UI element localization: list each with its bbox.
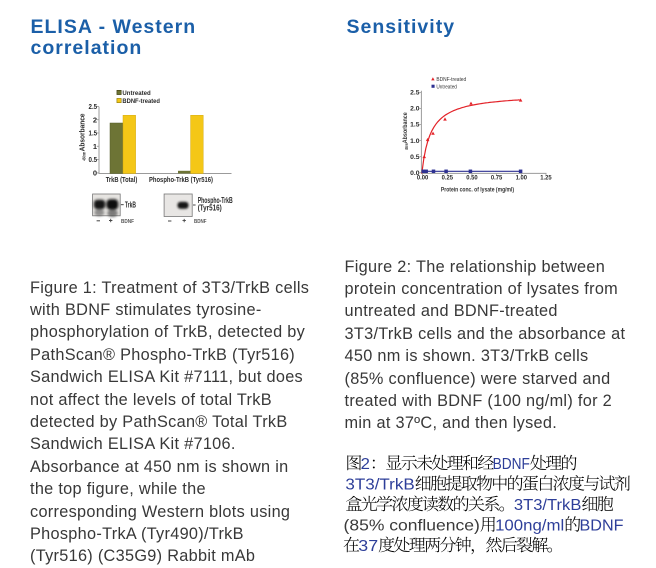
svg-text:BDNF-treated: BDNF-treated — [436, 77, 466, 83]
svg-text:Absorbance: Absorbance — [78, 113, 86, 151]
svg-text:0: 0 — [93, 169, 97, 178]
svg-text:1.00: 1.00 — [516, 174, 528, 181]
svg-text:BDNF: BDNF — [493, 456, 530, 473]
svg-text:Untreated: Untreated — [436, 84, 457, 90]
svg-text:450nm: 450nm — [82, 152, 87, 161]
svg-text:0.75: 0.75 — [491, 174, 503, 181]
svg-text:Phospho-TrkB: Phospho-TrkB — [198, 196, 233, 205]
svg-text:Absorbance: Absorbance — [402, 112, 409, 143]
svg-text:0.5: 0.5 — [89, 155, 98, 164]
svg-text:3T3/TrkB: 3T3/TrkB — [514, 497, 582, 514]
svg-text:450nm: 450nm — [404, 143, 409, 150]
svg-text:BDNF: BDNF — [580, 518, 624, 535]
svg-text:2.5: 2.5 — [89, 102, 98, 111]
svg-text:2.5: 2.5 — [410, 90, 420, 97]
svg-text:(85% confluence): (85% confluence) — [344, 518, 480, 535]
svg-text:BDNF-treated: BDNF-treated — [122, 98, 160, 105]
svg-text:TrkB (Total): TrkB (Total) — [106, 177, 138, 184]
svg-text:Untreated: Untreated — [122, 90, 150, 97]
svg-text:0.5: 0.5 — [410, 154, 420, 161]
svg-text:(Tyr516): (Tyr516) — [198, 203, 222, 212]
svg-text:0.0: 0.0 — [410, 170, 420, 177]
svg-text:2: 2 — [361, 456, 370, 473]
svg-text:1.5: 1.5 — [410, 122, 420, 129]
svg-text:Phospho-TrkB (Tyr516): Phospho-TrkB (Tyr516) — [149, 177, 213, 184]
svg-text:100ng/ml: 100ng/ml — [495, 518, 564, 535]
svg-text:1.5: 1.5 — [89, 129, 98, 138]
svg-text:2: 2 — [93, 115, 97, 124]
svg-text:TrkB: TrkB — [125, 200, 136, 209]
svg-text:1.0: 1.0 — [410, 138, 420, 145]
svg-text:0.00: 0.00 — [417, 174, 429, 181]
svg-text:Protein conc. of lysate (mg/ml: Protein conc. of lysate (mg/ml) — [441, 186, 514, 193]
svg-text:1: 1 — [93, 142, 97, 151]
svg-text:3T3/TrkB: 3T3/TrkB — [345, 477, 414, 494]
svg-text:2.0: 2.0 — [410, 106, 420, 113]
svg-text:BDNF: BDNF — [121, 219, 134, 225]
svg-text:0.50: 0.50 — [466, 174, 478, 181]
svg-text:BDNF: BDNF — [194, 219, 207, 225]
svg-text:0.25: 0.25 — [442, 174, 454, 181]
svg-text:37: 37 — [358, 538, 378, 555]
svg-text:1.25: 1.25 — [540, 174, 552, 181]
